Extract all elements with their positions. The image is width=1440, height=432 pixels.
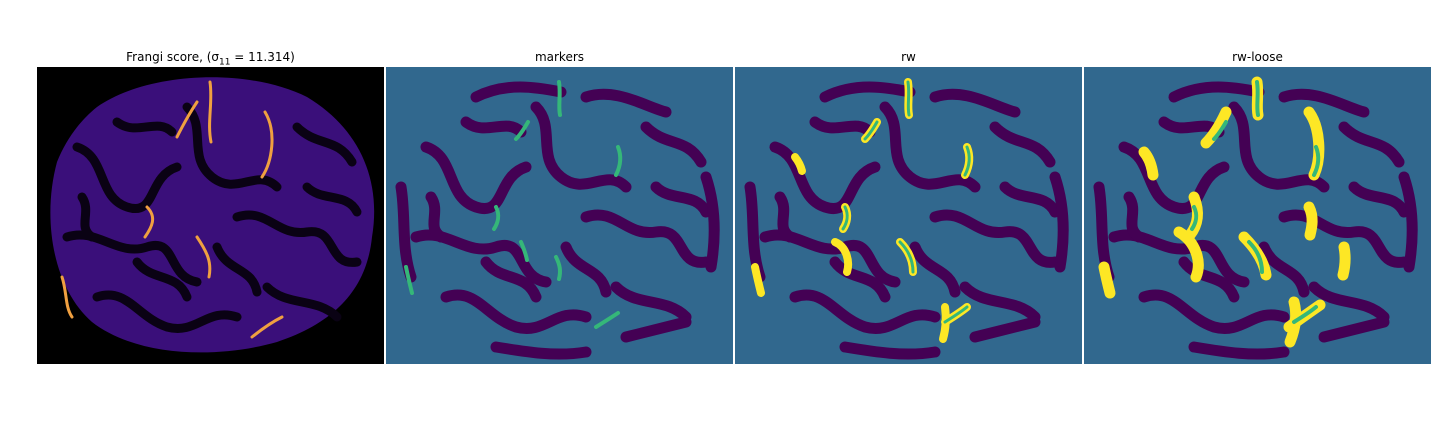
panel-title-rw-loose: rw-loose: [1232, 50, 1283, 64]
frangi-title-head: Frangi score, (σ: [126, 50, 220, 64]
markers-seeds: [404, 80, 623, 329]
panel-title-markers: markers: [534, 50, 585, 64]
rw-image: [735, 67, 1082, 364]
rw-loose-image: [1084, 67, 1431, 364]
rw-image-svg: [735, 67, 1082, 364]
frangi-image-svg: [37, 67, 384, 364]
markers-tissue: [395, 81, 720, 360]
frangi-tissue: [50, 77, 375, 353]
rw-loose-image-svg: [1084, 67, 1431, 364]
frangi-title-tail: = 11.314): [230, 50, 295, 64]
panel-title-frangi: Frangi score, (σ11 = 11.314): [37, 48, 384, 68]
rw-seeds: [841, 80, 971, 324]
panel-title-rw: rw: [901, 50, 916, 64]
rw-loose-seeds: [1190, 80, 1321, 324]
markers-image: [386, 67, 733, 364]
frangi-image: [37, 67, 384, 364]
markers-image-svg: [386, 67, 733, 364]
frangi-title-subscript: 11: [219, 57, 231, 68]
